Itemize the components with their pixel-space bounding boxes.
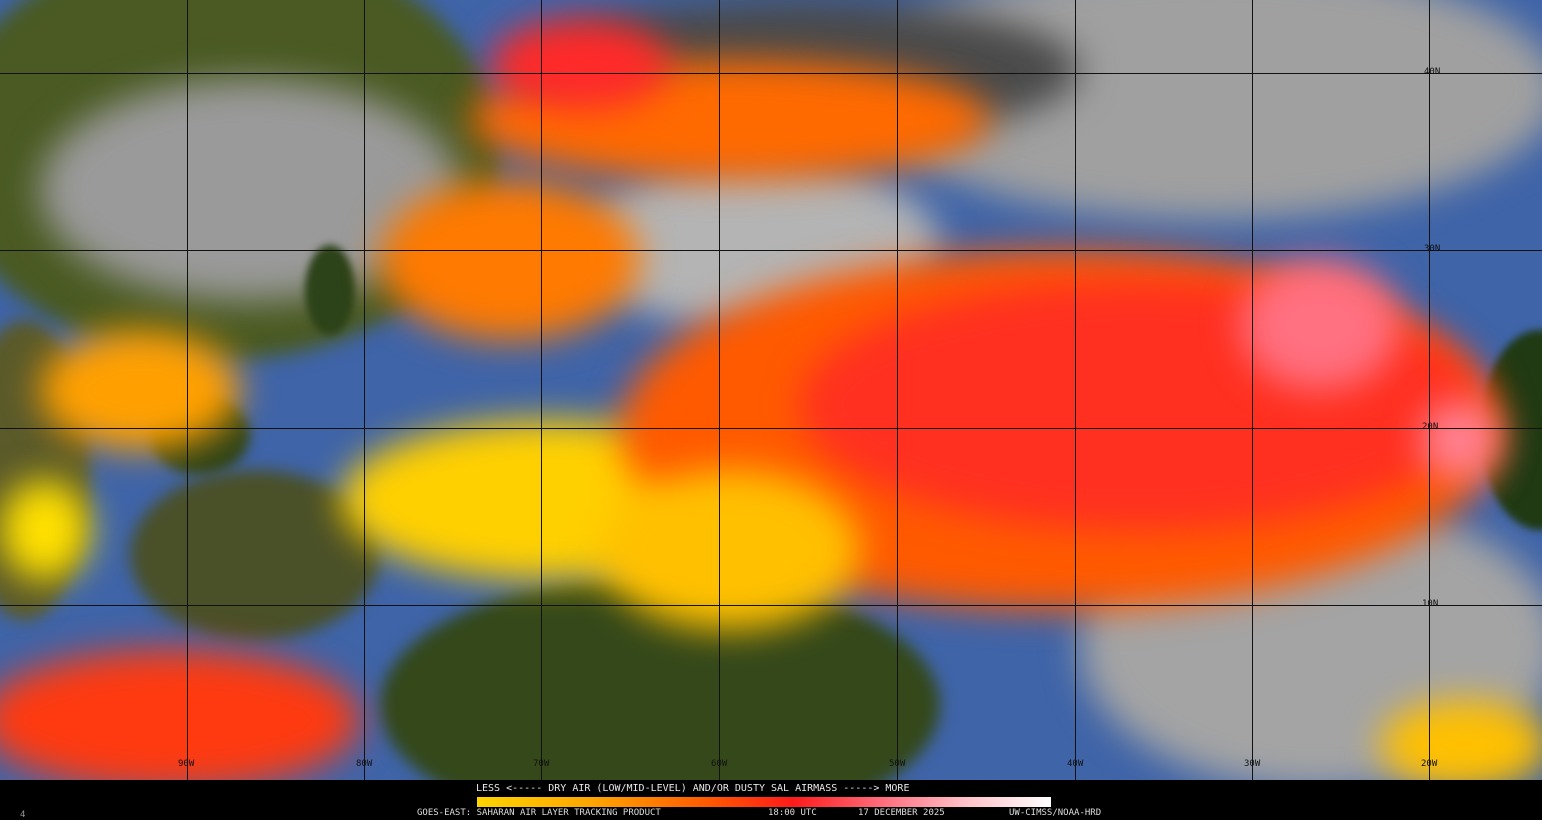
grid-line-30n	[0, 250, 1542, 251]
lat-label: 40N	[1424, 67, 1441, 77]
product-name: GOES-EAST: SAHARAN AIR LAYER TRACKING PR…	[417, 808, 661, 818]
lon-label: 60W	[711, 759, 728, 769]
grid-line-80w	[364, 0, 365, 780]
grid-line-10n	[0, 605, 1542, 606]
time-label: 18:00 UTC	[768, 808, 817, 818]
sal-pacific-yellow	[0, 480, 90, 580]
sal-north-red	[490, 20, 670, 110]
grid-line-20w	[1429, 0, 1430, 780]
legend-title: LESS <----- DRY AIR (LOW/MID-LEVEL) AND/…	[476, 783, 910, 794]
lat-label: 20N	[1422, 422, 1439, 432]
lat-label: 30N	[1424, 244, 1441, 254]
lon-label: 90W	[178, 759, 195, 769]
grid-line-20n	[0, 428, 1542, 429]
grid-line-70w	[541, 0, 542, 780]
land-central-america	[130, 470, 380, 640]
lon-label: 70W	[533, 759, 550, 769]
lon-label: 30W	[1244, 759, 1261, 769]
sal-bahamas	[380, 180, 640, 340]
grid-line-40w	[1075, 0, 1076, 780]
sal-southern-yellow	[600, 470, 860, 630]
sal-coast	[1420, 400, 1500, 480]
lon-label: 20W	[1421, 759, 1438, 769]
color-scale-bar	[477, 797, 1051, 807]
grid-line-50w	[897, 0, 898, 780]
sal-satellite-map: 90W 80W 70W 60W 50W 40W 30W 20W 40N 30N …	[0, 0, 1542, 780]
sal-south-atlantic	[1380, 700, 1542, 780]
land-florida	[305, 245, 355, 335]
corner-mark: 4	[20, 810, 26, 820]
lat-label: 10N	[1422, 599, 1439, 609]
grid-line-90w	[187, 0, 188, 780]
sal-pacific	[0, 650, 360, 780]
lon-label: 80W	[356, 759, 373, 769]
grid-line-40n	[0, 73, 1542, 74]
sal-pink	[1240, 260, 1400, 390]
lon-label: 50W	[889, 759, 906, 769]
credit-label: UW-CIMSS/NOAA-HRD	[1009, 808, 1102, 818]
sal-gulf	[40, 330, 240, 450]
lon-label: 40W	[1067, 759, 1084, 769]
date-label: 17 DECEMBER 2025	[858, 808, 945, 818]
grid-line-30w	[1252, 0, 1253, 780]
grid-line-60w	[719, 0, 720, 780]
